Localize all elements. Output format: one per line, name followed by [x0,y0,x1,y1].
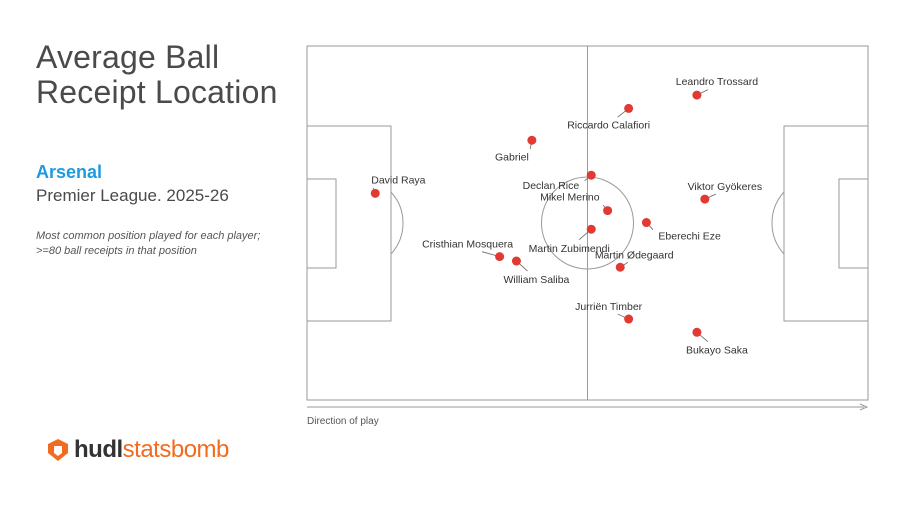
player-label: Leandro Trossard [676,76,758,88]
player-label: Martin Ødegaard [595,249,674,261]
title-line-1: Average Ball [36,39,220,75]
player-marker [624,103,634,113]
player-marker [700,194,710,204]
competition-season: Premier League. 2025-26 [36,186,229,205]
player-marker [641,218,651,228]
player-marker [624,314,634,324]
direction-label: Direction of play [307,416,379,427]
team-name: Arsenal [36,162,103,182]
player-label: Bukayo Saka [686,344,748,356]
player-marker [586,224,596,234]
player-marker [495,252,505,262]
player-label: Mikel Merino [540,192,600,204]
player-label: Jurriën Timber [575,301,643,313]
player-marker [615,262,625,272]
player-label: Viktor Gyökeres [688,181,763,193]
note-line-2: >=80 ball receipts in that position [36,245,197,257]
direction-of-play: Direction of play [307,403,869,427]
brand-hudl: hudl [74,436,123,463]
player-label: Gabriel [495,151,529,163]
player-label: David Raya [371,174,425,186]
methodology-note: Most common position played for each pla… [36,229,286,259]
player-label: Riccardo Calafiori [567,119,650,131]
title-line-2: Receipt Location [36,74,278,110]
player-marker [692,327,702,337]
note-line-1: Most common position played for each pla… [36,230,261,242]
player-marker [370,188,380,198]
direction-arrow-head [859,403,869,411]
hudl-logo-icon [48,439,68,461]
left-penalty-arc [390,191,404,255]
player-label: Cristhian Mosquera [422,239,513,251]
right-six-yard-box [838,178,869,269]
player-marker [511,256,521,266]
player-marker [586,170,596,180]
player-marker [527,135,537,145]
player-label: William Saliba [503,274,569,286]
brand-statsbomb: statsbomb [122,436,230,463]
left-six-yard-box [306,178,337,269]
right-penalty-arc [771,191,785,255]
player-label: Eberechi Eze [658,231,721,243]
player-markers: David Raya Gabriel Riccardo Calafiori Leand… [370,76,763,356]
player-label: Declan Rice [523,180,580,192]
right-penalty-area [783,125,869,322]
player-label: Martin Zubimendi [529,243,610,255]
left-penalty-area [306,125,392,322]
player-marker [603,206,613,216]
pitch-markings [306,45,869,401]
hudl-statsbomb-logo: hudl statsbomb [45,436,229,464]
chart-title: Average Ball Receipt Location [36,40,278,110]
player-marker [692,90,702,100]
